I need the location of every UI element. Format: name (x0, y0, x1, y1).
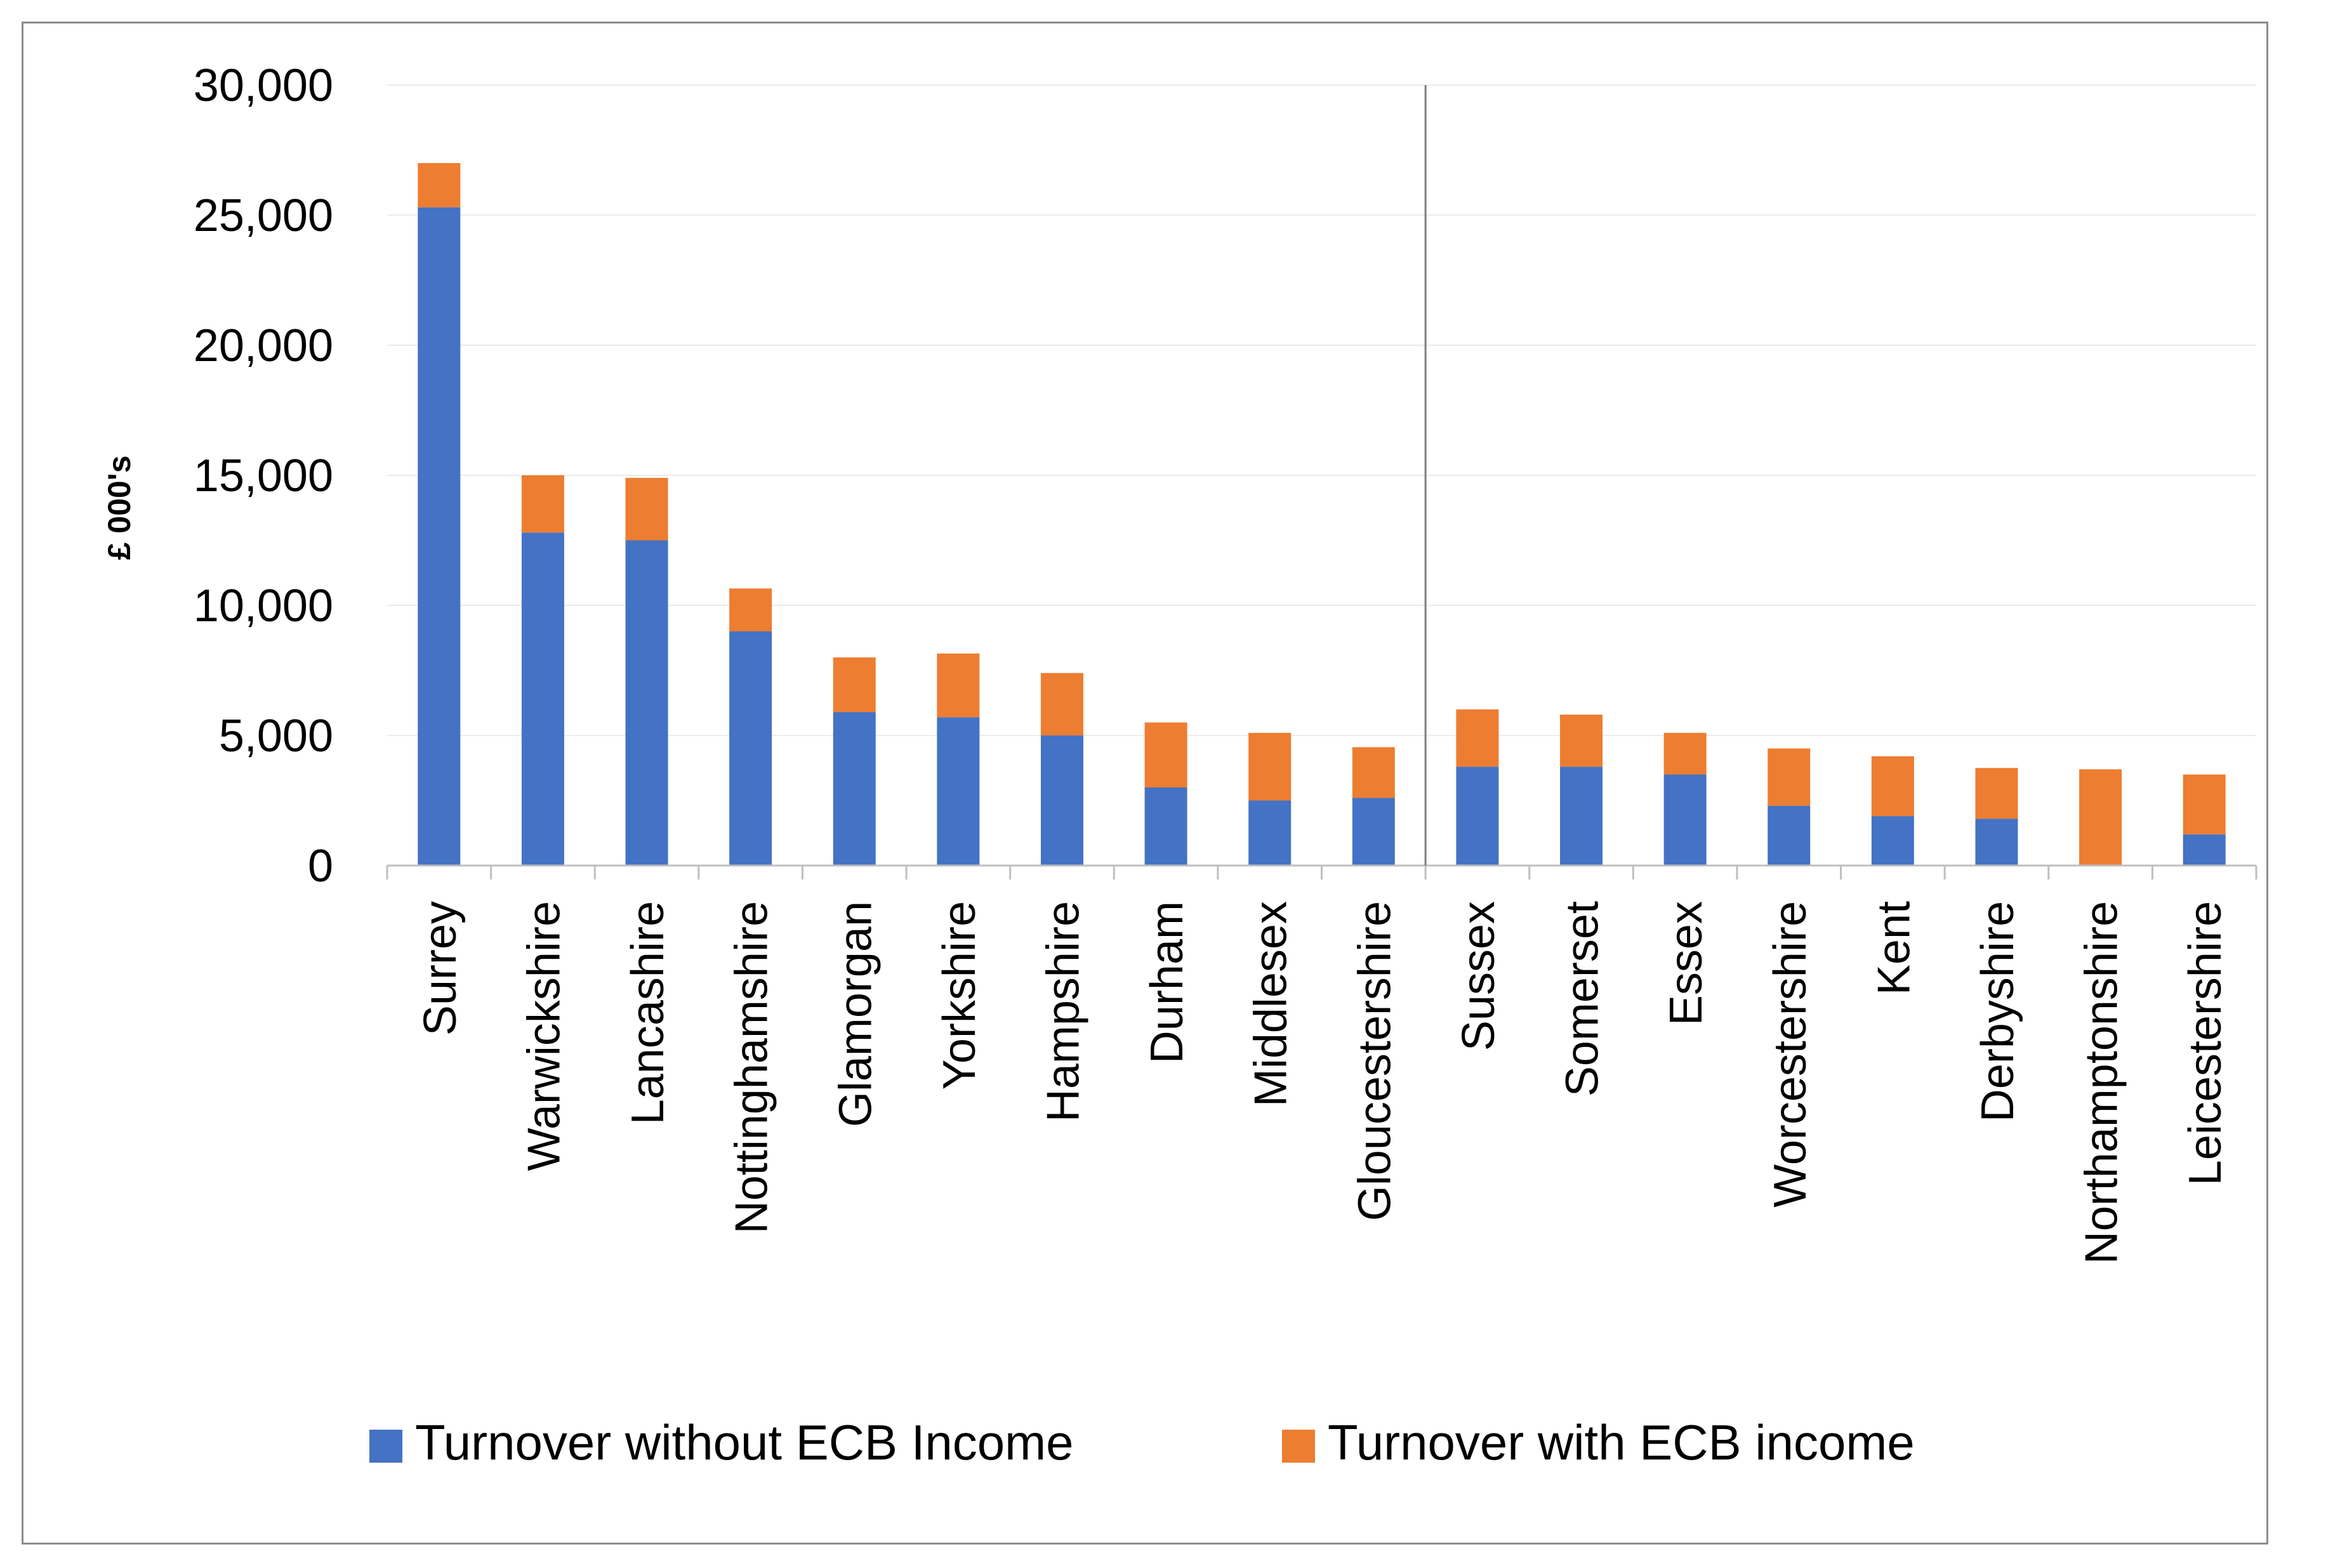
bar-with-ecb-middlesex (1248, 732, 1292, 801)
bar-without-ecb-middlesex (1248, 800, 1292, 866)
x-tick-label: Lancashire (623, 901, 673, 1124)
y-axis-ticks: 0 5,000 10,000 15,000 20,000 25,000 30,000 (194, 60, 333, 892)
bar-with-ecb-somerset (1560, 715, 1603, 767)
x-tick-label: Durham (1142, 901, 1193, 1064)
x-tick-label: Worcestershire (1765, 901, 1816, 1208)
x-tick-label: Nottinghamshire (727, 901, 777, 1234)
bar-with-ecb-warwickshire (521, 475, 564, 533)
bar-with-ecb-essex (1663, 732, 1707, 775)
x-tick-label: Sussex (1453, 901, 1504, 1051)
x-tick-label: Warwickshire (519, 901, 569, 1171)
bar-with-ecb-lancashire (625, 478, 668, 541)
bar-without-ecb-lancashire (625, 540, 668, 866)
legend-swatch-without-ecb (369, 1430, 402, 1463)
legend-label-without-ecb: Turnover without ECB Income (415, 1414, 1074, 1470)
bar-without-ecb-somerset (1560, 767, 1603, 866)
legend-label-with-ecb: Turnover with ECB income (1328, 1414, 1915, 1470)
axes (386, 85, 2257, 880)
bar-without-ecb-sussex (1456, 767, 1499, 866)
bar-without-ecb-durham (1144, 787, 1187, 866)
bar-with-ecb-northamptonshire (2079, 769, 2122, 866)
bars (418, 163, 2226, 866)
y-tick-label: 20,000 (194, 320, 333, 371)
bar-without-ecb-essex (1663, 774, 1707, 866)
bar-without-ecb-derbyshire (1975, 819, 2018, 866)
bar-without-ecb-kent (1871, 816, 1914, 866)
bar-with-ecb-hampshire (1040, 673, 1083, 735)
y-tick-label: 5,000 (219, 711, 333, 761)
bar-without-ecb-surrey (418, 207, 461, 866)
bar-without-ecb-warwickshire (521, 532, 564, 866)
x-tick-label: Somerset (1557, 901, 1608, 1097)
x-tick-label: Derbyshire (1973, 901, 2023, 1122)
gridlines (387, 84, 2256, 736)
y-tick-label: 15,000 (194, 451, 333, 501)
bar-with-ecb-derbyshire (1975, 768, 2018, 819)
x-tick-label: Yorkshire (934, 901, 985, 1090)
x-tick-label: Northamptonshire (2077, 901, 2127, 1264)
legend: Turnover without ECB Income Turnover with… (369, 1414, 1915, 1470)
bar-with-ecb-worcestershire (1768, 748, 1811, 806)
bar-with-ecb-yorkshire (937, 653, 980, 718)
x-tick-label: Essex (1661, 901, 1712, 1025)
y-axis-title: £ 000's (102, 456, 137, 560)
bar-with-ecb-nottinghamshire (729, 588, 772, 631)
bar-without-ecb-hampshire (1040, 735, 1083, 866)
bar-without-ecb-yorkshire (937, 717, 980, 866)
y-tick-label: 10,000 (194, 581, 333, 631)
bar-without-ecb-leicestershire (2183, 834, 2226, 866)
bar-with-ecb-leicestershire (2183, 774, 2226, 834)
x-tick-label: Leicestershire (2180, 901, 2231, 1185)
x-tick-label: Surrey (415, 901, 466, 1036)
bar-with-ecb-surrey (418, 163, 461, 208)
x-axis-ticks: Surrey Warwickshire Lancashire Nottinghamsh… (415, 901, 2231, 1264)
x-tick-label: Gloucestershire (1349, 901, 1400, 1221)
bar-without-ecb-glamorgan (833, 712, 876, 866)
x-tick-label: Middlesex (1246, 901, 1297, 1107)
bar-with-ecb-durham (1144, 722, 1187, 787)
legend-swatch-with-ecb (1282, 1430, 1315, 1463)
bar-with-ecb-glamorgan (833, 657, 876, 713)
x-tick-label: Glamorgan (830, 901, 881, 1127)
bar-with-ecb-gloucestershire (1352, 747, 1395, 798)
bar-with-ecb-sussex (1456, 709, 1499, 767)
y-tick-label: 0 (308, 841, 333, 892)
bar-without-ecb-worcestershire (1768, 805, 1811, 866)
y-tick-label: 25,000 (194, 190, 333, 241)
x-tick-label: Hampshire (1038, 901, 1088, 1122)
x-tick-label: Kent (1868, 901, 1919, 995)
bar-without-ecb-nottinghamshire (729, 631, 772, 866)
bar-with-ecb-kent (1871, 756, 1914, 817)
y-tick-label: 30,000 (194, 60, 333, 111)
bar-without-ecb-gloucestershire (1352, 798, 1395, 866)
